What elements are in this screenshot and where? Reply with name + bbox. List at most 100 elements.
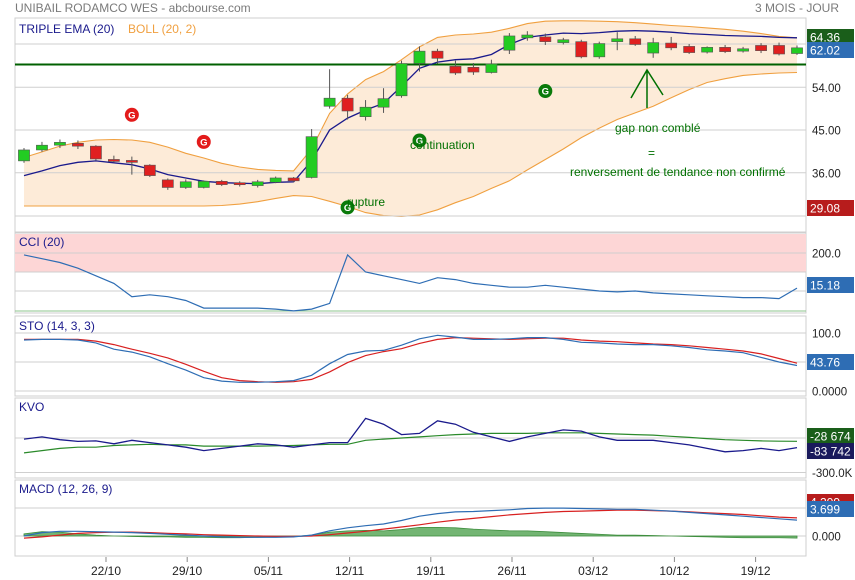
kvo-badge: [807, 443, 854, 459]
bull-candle: [18, 149, 30, 162]
macd-tick: 0.000: [812, 532, 841, 544]
continuation-annotation: continuation: [410, 138, 475, 152]
last-close-badge-text: 62.02: [810, 44, 840, 58]
x-axis-label: 10/12: [659, 564, 689, 578]
bull-candle: [269, 177, 282, 183]
bull-candle: [557, 39, 570, 43]
kvo-line: [23, 417, 798, 453]
bull-candle: [323, 97, 336, 107]
kvo-signal-badge-text: -28 674: [810, 430, 851, 444]
bear-candle: [233, 182, 246, 186]
bull-candle: [503, 35, 516, 51]
stochastic-tick: 0.0000: [812, 387, 847, 399]
buy-signal-marker: [412, 133, 427, 148]
bear-candle: [215, 181, 228, 185]
rupture-annotation: rupture: [347, 195, 385, 209]
stochastic-badge-text: 43.76: [810, 356, 840, 370]
bull-candle: [791, 47, 803, 54]
sell-signal-marker: [196, 134, 211, 149]
signal-label: G: [416, 136, 423, 147]
x-axis-label: 19/11: [416, 564, 445, 578]
bull-candle: [251, 181, 264, 186]
period-label: 3 MOIS - JOUR: [754, 1, 839, 15]
kvo-legend: KVO: [19, 400, 44, 414]
cci-tick: 200.0: [812, 249, 841, 261]
bear-candle: [539, 36, 552, 42]
kvo-signal-line: [23, 432, 798, 454]
cci-line: [23, 253, 798, 312]
last-close-badge: [807, 42, 854, 58]
macd-frame: [14, 479, 807, 557]
bear-candle: [72, 143, 84, 147]
bull-candle: [521, 34, 534, 39]
x-axis-label: 05/11: [254, 564, 283, 578]
equals-annotation: =: [648, 146, 655, 160]
gap-annotation: gap non comblé: [615, 121, 701, 135]
bull-candle: [593, 43, 606, 58]
bear-candle: [665, 42, 678, 49]
reversal-annotation: renversement de tendance non confirmé: [570, 165, 786, 179]
bull-candle: [305, 136, 318, 178]
bull-candle: [395, 63, 408, 97]
bear-candle: [575, 41, 588, 58]
stochastic-badge: [807, 354, 854, 370]
kvo-badge-text: -83 742: [810, 445, 851, 459]
bear-candle: [143, 164, 156, 176]
bull-candle: [197, 181, 210, 188]
bull-candle: [179, 181, 192, 188]
macd-histogram: [23, 527, 798, 539]
buy-signal-marker: [538, 84, 553, 99]
bear-candle: [449, 66, 462, 74]
bull-candle: [413, 50, 426, 64]
bull-candle: [647, 42, 660, 54]
lower-band-badge-text: 29.08: [810, 202, 840, 216]
bear-candle: [629, 38, 642, 45]
stochastic-tick: 100.0: [812, 329, 841, 341]
macd-legend: MACD (12, 26, 9): [19, 482, 112, 496]
bollinger-band-fill: [23, 20, 798, 217]
upper-band-badge-text: 64.36: [810, 31, 840, 45]
cci-badge-text: 15.18: [810, 279, 840, 293]
stochastic-k-line: [23, 334, 798, 383]
price-tick: 45.00: [812, 126, 841, 138]
upper-band-badge: [807, 29, 854, 45]
price-tick: 36.00: [812, 168, 841, 180]
x-axis-label: 29/10: [172, 564, 202, 578]
bear-candle: [431, 50, 444, 59]
kvo-signal-badge: [807, 428, 854, 444]
bear-candle: [719, 47, 731, 52]
cci-badge: [807, 277, 854, 293]
boll-legend: BOLL (20, 2): [128, 22, 196, 36]
buy-signal-marker: [340, 200, 355, 215]
sell-signal-marker: [124, 107, 139, 122]
stochastic-frame: [14, 315, 807, 397]
bollinger-upper: [23, 20, 798, 172]
macd-badge: [807, 501, 854, 517]
tema-legend: TRIPLE EMA (20): [19, 22, 114, 36]
macd-line: [23, 507, 798, 538]
kvo-tick: -300.0K: [812, 468, 853, 480]
reversal-arrow: [630, 68, 664, 108]
bear-candle: [125, 160, 138, 163]
x-axis-label: 19/12: [741, 564, 771, 578]
macd-badge-text: 3.699: [810, 503, 840, 517]
chart-title: UNIBAIL RODAMCO WES - abcbourse.com: [15, 1, 251, 15]
x-axis-label: 03/12: [578, 564, 608, 578]
lower-band-badge: [807, 200, 854, 216]
bear-candle: [287, 177, 300, 182]
signal-label: G: [128, 110, 135, 121]
bear-candle: [161, 179, 174, 188]
price-tick: 54.00: [812, 83, 841, 95]
stochastic-d-line: [24, 336, 798, 383]
cci-legend: CCI (20): [19, 235, 64, 249]
signal-label: G: [542, 87, 549, 98]
bull-candle: [36, 144, 48, 151]
bear-candle: [773, 45, 785, 55]
bull-candle: [737, 48, 749, 52]
cci-frame: [14, 232, 807, 314]
bull-candle: [377, 98, 390, 108]
x-axis-label: 26/11: [497, 564, 526, 578]
price-frame: [14, 17, 807, 233]
bear-candle: [755, 45, 767, 51]
